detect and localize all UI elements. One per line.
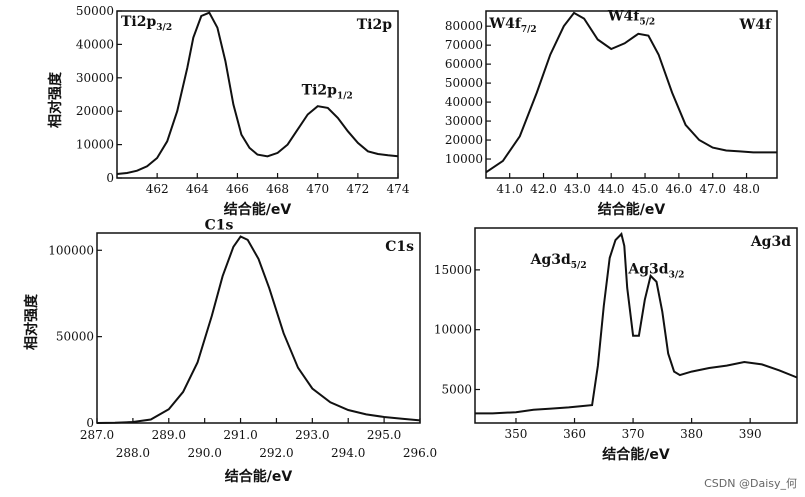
plot-frame	[96, 232, 421, 424]
peak-label: Ti2p3/2	[121, 14, 172, 33]
y-tick-label: 15000	[434, 263, 472, 277]
y-tick-label: 70000	[445, 38, 483, 52]
y-tick-label: 30000	[445, 114, 483, 128]
x-tick-label: 474	[387, 182, 410, 196]
peak-label: Ag3d3/2	[627, 261, 684, 280]
plot-frame	[474, 227, 798, 424]
spectrum-line	[116, 11, 399, 175]
y-tick-label: 80000	[445, 19, 483, 33]
x-tick-label: 390	[739, 427, 762, 441]
y-tick-label: 50000	[76, 4, 114, 18]
spectrum-line	[475, 232, 798, 415]
peak-label: W4f5/2	[607, 8, 655, 27]
x-tick-label: 292.0	[259, 446, 293, 460]
peak-label: W4f7/2	[488, 16, 536, 35]
x-tick-label: 46.0	[666, 182, 693, 196]
peak-label: Ag3d5/2	[530, 252, 587, 271]
y-tick-label: 5000	[441, 383, 472, 397]
peak-label: C1s	[205, 218, 234, 234]
panel-title: Ti2p	[357, 17, 392, 33]
y-tick-label: 20000	[76, 104, 114, 118]
y-tick-label: 20000	[445, 133, 483, 147]
x-tick-label: 43.0	[564, 182, 591, 196]
y-tick-label: 0	[86, 416, 94, 430]
x-tick-label: 380	[680, 427, 703, 441]
y-tick-label: 100000	[48, 243, 94, 257]
x-axis-label: 结合能/eV	[602, 446, 670, 463]
panel-title: C1s	[385, 239, 414, 255]
x-tick-label: 291.0	[223, 428, 257, 442]
x-tick-label: 41.0	[496, 182, 523, 196]
x-tick-label: 294.0	[331, 446, 365, 460]
spectrum-line	[96, 235, 421, 424]
x-axis-label: 结合能/eV	[225, 468, 293, 485]
y-tick-label: 10000	[76, 138, 114, 152]
x-tick-label: 44.0	[598, 182, 625, 196]
x-tick-label: 472	[346, 182, 369, 196]
plot-frame	[116, 10, 399, 179]
x-tick-label: 47.0	[699, 182, 726, 196]
x-tick-label: 296.0	[403, 446, 437, 460]
y-tick-label: 10000	[434, 323, 472, 337]
y-tick-label: 40000	[76, 37, 114, 51]
y-tick-label: 40000	[445, 95, 483, 109]
chart-panels: 462 464 466 468 470 472 474 0 10000 20000 30000 400…	[48, 4, 798, 485]
y-tick-label: 60000	[445, 57, 483, 71]
y-tick-label: 30000	[76, 71, 114, 85]
x-tick-label: 290.0	[187, 446, 221, 460]
panel-title: Ag3d	[750, 234, 791, 250]
x-tick-label: 470	[306, 182, 329, 196]
x-axis-label: 结合能/eV	[224, 201, 292, 218]
x-tick-label: 48.0	[733, 182, 760, 196]
x-tick-label: 462	[146, 182, 169, 196]
x-tick-label: 466	[226, 182, 249, 196]
y-tick-label: 50000	[56, 330, 94, 344]
x-tick-label: 288.0	[116, 446, 150, 460]
x-tick-label: 370	[622, 427, 645, 441]
y-axis-label-bottom: 相对强度	[23, 293, 40, 350]
plot-frame	[485, 10, 778, 179]
x-axis-label: 结合能/eV	[598, 201, 666, 218]
x-tick-label: 289.0	[152, 428, 186, 442]
panel-ag3d: 350 360 370 380 390 5000 10000 15000 结合能/eV Ag3d A…	[434, 227, 798, 463]
x-tick-label: 42.0	[530, 182, 557, 196]
x-tick-label: 295.0	[367, 428, 401, 442]
spectrum-line	[485, 11, 777, 174]
x-tick-label: 360	[563, 427, 586, 441]
panel-title: W4f	[739, 17, 772, 33]
y-axis-label-top: 相对强度	[47, 71, 64, 128]
x-tick-label: 350	[505, 427, 528, 441]
x-tick-label: 464	[186, 182, 209, 196]
x-tick-label: 45.0	[632, 182, 659, 196]
panel-w4f: 41.0 42.0 43.0 44.0 45.0 46.0 47.0 48.0 10000 200…	[445, 8, 778, 218]
watermark: CSDN @Daisy_何	[704, 477, 797, 490]
panel-c1s: 287.0288.0289.0290.0291.0292.0293.0294.0…	[48, 218, 437, 485]
x-tick-label: 287.0	[80, 428, 114, 442]
panel-ti2p: 462 464 466 468 470 472 474 0 10000 20000 30000 400…	[76, 4, 410, 218]
y-tick-label: 50000	[445, 76, 483, 90]
peak-label: Ti2p1/2	[302, 83, 353, 102]
y-tick-label: 10000	[445, 152, 483, 166]
x-tick-label: 468	[266, 182, 289, 196]
y-tick-label: 0	[106, 171, 114, 185]
x-tick-label: 293.0	[295, 428, 329, 442]
